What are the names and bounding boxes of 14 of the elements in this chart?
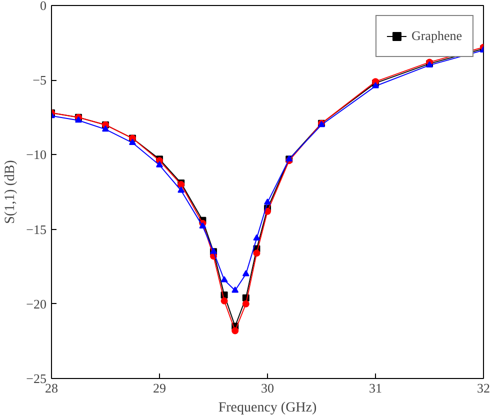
- y-tick-label: 0: [40, 0, 46, 13]
- x-tick-label: 30: [261, 380, 274, 396]
- x-tick-label: 31: [369, 380, 382, 396]
- legend-label: Graphene: [411, 28, 462, 44]
- y-tick-label: −25: [26, 371, 47, 386]
- x-tick-label: 29: [153, 380, 166, 396]
- y-axis-title: S(1,1) (dB): [3, 160, 18, 224]
- x-axis-title: Frequency (GHz): [218, 400, 318, 416]
- y-tick-label: −10: [26, 147, 47, 162]
- y-tick-label: −15: [26, 222, 47, 237]
- y-tick-label: −20: [26, 296, 47, 312]
- x-tick-label: 28: [45, 380, 58, 396]
- x-tick-label: 32: [477, 380, 490, 396]
- y-tick-label: −5: [32, 72, 47, 88]
